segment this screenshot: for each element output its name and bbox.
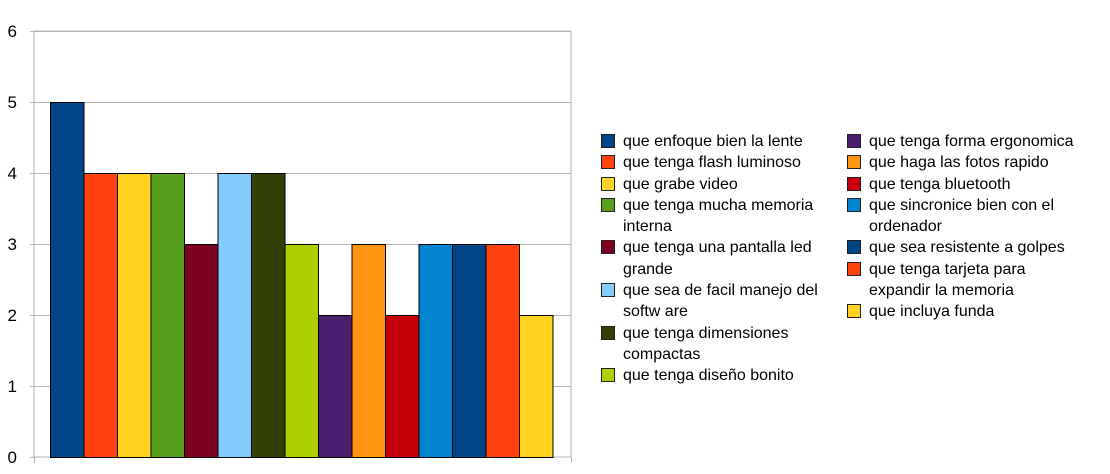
y-tick-label: 4 <box>8 164 17 183</box>
y-tick-label: 1 <box>8 377 17 396</box>
bars <box>50 102 554 458</box>
legend-label: que tenga diseño bonito <box>623 367 794 385</box>
legend-item: que tenga forma ergonomica <box>847 131 1087 152</box>
legend-swatch <box>847 240 861 255</box>
legend-swatch <box>847 304 861 319</box>
legend-item: que grabe video <box>601 174 841 195</box>
bar <box>385 315 420 458</box>
legend-swatch <box>847 134 861 148</box>
legend-label: que sincronice bien con el ordenador <box>869 196 1055 236</box>
y-tick-label: 5 <box>8 93 17 112</box>
y-tick-label: 6 <box>8 22 17 41</box>
legend-swatch <box>601 134 615 148</box>
legend-label: que incluya funda <box>869 303 995 321</box>
bar <box>251 173 286 458</box>
y-tick-labels: 0 1 2 3 4 5 6 <box>8 22 17 467</box>
legend-label: que tenga una pantalla led grande <box>623 239 812 278</box>
bar <box>184 244 219 458</box>
legend-label: que tenga mucha memoria interna <box>623 196 814 236</box>
bar <box>452 244 487 458</box>
legend-swatch <box>601 197 615 212</box>
y-tick-label: 2 <box>8 306 17 325</box>
legend-item: que enfoque bien la lente <box>601 131 841 152</box>
bar <box>150 173 185 458</box>
legend-label: que grabe video <box>623 175 738 193</box>
bar <box>83 173 118 458</box>
legend-swatch <box>601 325 615 340</box>
legend-label: que tenga bluetooth <box>869 175 1011 193</box>
legend-item: que tenga tarjeta para expandir la memor… <box>847 259 1087 302</box>
legend-item: que incluya funda <box>847 301 1087 322</box>
legend-item: que tenga bluetooth <box>847 174 1087 195</box>
legend-item: que sea resistente a golpes <box>847 237 1087 258</box>
legend-label: que tenga flash luminoso <box>623 154 801 172</box>
bar <box>284 244 319 458</box>
legend-label: que enfoque bien la lente <box>623 133 803 150</box>
bar <box>351 244 386 458</box>
bar <box>50 102 85 458</box>
bar <box>318 315 353 458</box>
legend-swatch <box>601 240 615 255</box>
axes <box>30 31 572 463</box>
bar <box>485 244 520 458</box>
bar <box>418 244 453 458</box>
legend-swatch <box>847 176 861 191</box>
legend-label: que haga las fotos rapido <box>869 154 1049 172</box>
legend-label: que tenga tarjeta para expandir la memor… <box>869 260 1026 300</box>
legend-column-2: que tenga forma ergonomica que haga las f… <box>847 131 1087 323</box>
legend-item: que tenga flash luminoso <box>601 152 841 173</box>
legend-item: que tenga mucha memoria interna <box>601 195 841 238</box>
legend-label: que tenga forma ergonomica <box>869 133 1074 150</box>
legend-item: que tenga dimensiones compactas <box>601 323 841 366</box>
bar <box>217 173 252 458</box>
legend-swatch <box>601 155 615 170</box>
legend-swatch <box>601 283 615 298</box>
bar <box>117 173 152 458</box>
bar <box>519 315 554 458</box>
y-tick-label: 3 <box>8 235 17 254</box>
legend-item: que tenga una pantalla led grande <box>601 237 841 280</box>
legend-item: que sincronice bien con el ordenador <box>847 195 1087 238</box>
legend-label: que sea de facil manejo del softw are <box>623 282 818 321</box>
legend-swatch <box>847 197 861 212</box>
legend-swatch <box>601 368 615 383</box>
legend-item: que sea de facil manejo del softw are <box>601 280 841 323</box>
legend-item: que tenga diseño bonito <box>601 365 841 386</box>
legend-label: que sea resistente a golpes <box>869 239 1065 257</box>
legend-column-1: que enfoque bien la lente que tenga flash… <box>601 131 841 387</box>
legend-item: que haga las fotos rapido <box>847 152 1087 173</box>
y-tick-label: 0 <box>8 448 17 467</box>
legend-label: que tenga dimensiones compactas <box>623 324 789 363</box>
legend-swatch <box>847 261 861 276</box>
legend-swatch <box>601 176 615 191</box>
legend-swatch <box>847 155 861 170</box>
